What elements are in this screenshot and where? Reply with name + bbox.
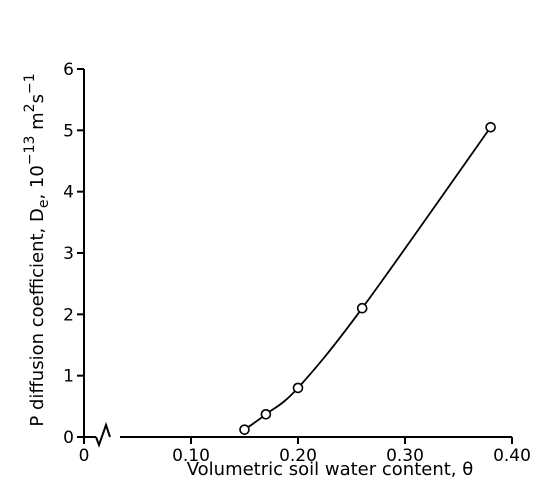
y-tick-label: 4 bbox=[63, 183, 74, 203]
x-tick-label: 0.10 bbox=[172, 446, 210, 466]
y-axis-label: P diffusion coefficient, De, 10−13 m2s−1 bbox=[22, 73, 52, 426]
y-label-second: s bbox=[27, 94, 48, 103]
y-tick-label: 3 bbox=[63, 244, 74, 264]
data-point bbox=[292, 382, 304, 394]
x-tick-label: 0.40 bbox=[493, 446, 531, 466]
y-tick-label: 0 bbox=[63, 428, 74, 448]
x-tick-label: 0.20 bbox=[279, 446, 317, 466]
y-tick-label: 2 bbox=[63, 305, 74, 325]
x-axis-ticks: 0 0.10 0.20 0.30 0.40 bbox=[79, 437, 531, 466]
y-label-meter: m bbox=[27, 112, 48, 135]
y-tick-label: 5 bbox=[63, 121, 74, 141]
data-point bbox=[356, 302, 368, 314]
y-tick-label: 6 bbox=[63, 60, 74, 80]
y-axis-ticks: 0 1 2 3 4 5 6 bbox=[63, 60, 84, 448]
data-point bbox=[485, 121, 496, 133]
y-tick-label: 1 bbox=[63, 367, 74, 387]
x-axis-label: Volumetric soil water content, θ bbox=[187, 459, 474, 480]
y-label-meter-exponent: 2 bbox=[22, 103, 38, 112]
plot-area: 0 0.10 0.20 0.30 0.40 0 1 2 3 4 5 6 bbox=[63, 60, 531, 466]
data-point bbox=[239, 424, 250, 435]
y-label-subscript: e bbox=[36, 200, 52, 209]
y-label-second-exponent: −1 bbox=[22, 73, 38, 94]
data-points bbox=[239, 121, 496, 435]
y-label-units: , 10 bbox=[27, 165, 48, 199]
x-tick-label: 0.30 bbox=[386, 446, 424, 466]
x-tick-label: 0 bbox=[79, 446, 90, 466]
axis-break-mark bbox=[95, 421, 111, 448]
data-point bbox=[260, 409, 272, 420]
y-label-exponent: −13 bbox=[22, 136, 38, 166]
y-label-main: P diffusion coefficient, D bbox=[27, 208, 48, 426]
series-curve bbox=[243, 126, 492, 431]
